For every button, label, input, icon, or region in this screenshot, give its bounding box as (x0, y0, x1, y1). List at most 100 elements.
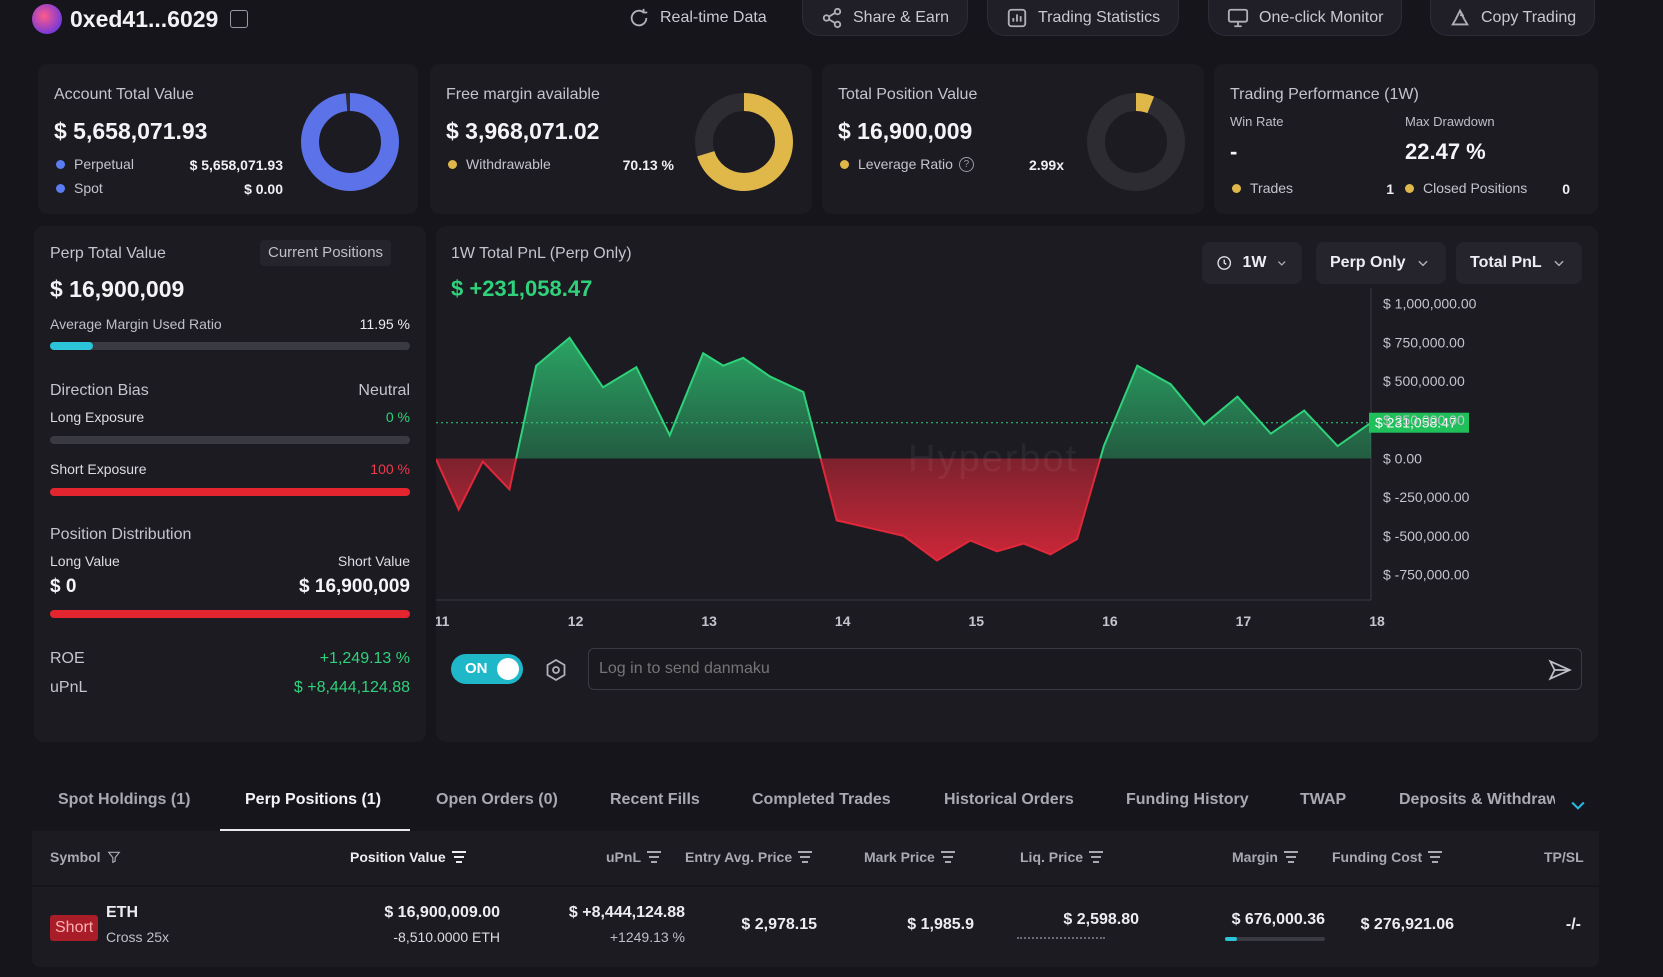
liq-price-underline (1017, 937, 1105, 939)
tab-recent-fills[interactable]: Recent Fills (610, 791, 700, 808)
nav-label: Trading Statistics (1038, 8, 1161, 26)
upnl-label: uPnL (50, 679, 88, 696)
nav-label: One-click Monitor (1259, 8, 1384, 26)
long-value: $ 0 (50, 576, 77, 597)
card-title: Perp Total Value (50, 245, 166, 262)
chevron-down-icon (1278, 261, 1287, 266)
liq-price: $ 2,598.80 (1063, 911, 1139, 928)
th-liq-price[interactable]: Liq. Price (1020, 849, 1104, 865)
th-tpsl: TP/SL (1544, 849, 1584, 865)
account-total-card: Account Total Value $ 5,658,071.93 Perpe… (38, 64, 418, 214)
nav-label: Copy Trading (1481, 8, 1577, 26)
metric-dropdown[interactable]: Total PnL (1456, 242, 1582, 284)
pnl-positive-area (516, 337, 1371, 459)
th-upnl[interactable]: uPnL (606, 849, 661, 865)
position-donut-chart (1087, 93, 1185, 191)
legend-withdrawable: Withdrawable (448, 156, 551, 172)
scope-dropdown[interactable]: Perp Only (1316, 242, 1446, 284)
tab-completed-trades[interactable]: Completed Trades (752, 791, 891, 808)
tab-historical-orders[interactable]: Historical Orders (944, 791, 1074, 808)
help-icon[interactable]: ? (958, 156, 974, 172)
total-position-value: $ 16,900,009 (838, 118, 973, 144)
chevron-down-icon (1554, 260, 1564, 267)
chevron-down-icon[interactable] (1568, 795, 1588, 815)
tab-deposits-withdraw[interactable]: Deposits & Withdraw (1399, 791, 1555, 808)
current-positions-button[interactable]: Current Positions (260, 240, 392, 266)
y-tick-label: $ -750,000.00 (1383, 567, 1470, 583)
mark-price: $ 1,985.9 (907, 916, 974, 933)
margin-mode: Cross 25x (106, 929, 170, 945)
tab-perp-positions[interactable]: Perp Positions (1) (245, 791, 382, 808)
margin-donut-chart (695, 93, 793, 191)
table-header: Symbol Position Value uPnL Entry Avg. Pr… (32, 831, 1599, 885)
legend-dot (840, 159, 849, 169)
settings-icon[interactable] (544, 658, 568, 682)
th-mark-price[interactable]: Mark Price (864, 849, 955, 865)
sort-icon[interactable] (1428, 851, 1443, 863)
sort-icon[interactable] (1089, 851, 1104, 863)
spot-value: $ 0.00 (244, 181, 283, 197)
x-tick-label: 18 (1369, 613, 1385, 629)
period-dropdown[interactable]: 1W (1202, 242, 1302, 284)
margin-ratio-fill (50, 342, 94, 350)
tab-funding-history[interactable]: Funding History (1126, 791, 1249, 808)
sort-icon[interactable] (1283, 851, 1298, 863)
tab-open-orders[interactable]: Open Orders (0) (436, 791, 558, 808)
long-value-label: Long Value (50, 553, 120, 569)
tab-spot-holdings[interactable]: Spot Holdings (1) (58, 791, 191, 808)
danmaku-input[interactable] (599, 657, 1499, 681)
th-symbol[interactable]: Symbol (50, 849, 121, 865)
th-label: Funding Cost (1332, 849, 1423, 865)
nav-share-earn[interactable]: Share & Earn (802, 0, 969, 36)
th-position-value[interactable]: Position Value (350, 849, 466, 865)
direction-bias-label: Direction Bias (50, 382, 149, 399)
nav-copy-trading[interactable]: Copy Trading (1430, 0, 1596, 36)
th-margin[interactable]: Margin (1232, 849, 1298, 865)
th-funding-cost[interactable]: Funding Cost (1332, 849, 1443, 865)
clock-icon (1217, 256, 1232, 270)
card-title: Free margin available (446, 86, 600, 103)
table-row[interactable]: Short ETH Cross 25x $ 16,900,009.00 -8,5… (32, 887, 1599, 967)
legend-closed-positions: Closed Positions (1405, 180, 1527, 196)
nav-real-time-data[interactable]: Real-time Data (610, 0, 785, 36)
roe-label: ROE (50, 650, 85, 667)
tab-twap[interactable]: TWAP (1300, 791, 1347, 808)
short-exposure-value: 100 % (370, 461, 410, 477)
toggle-knob (497, 658, 519, 680)
margin-ratio-value: 11.95 % (359, 316, 410, 332)
tpsl-value[interactable]: -/- (1565, 916, 1581, 933)
y-tick-label: $ -250,000.00 (1383, 489, 1470, 505)
legend-spot: Spot (56, 180, 103, 196)
closed-positions-value: 0 (1562, 181, 1570, 197)
side-badge: Short (50, 915, 99, 941)
y-tick-label: $ 0.00 (1383, 450, 1422, 466)
sort-icon[interactable] (940, 851, 955, 863)
refresh-icon (630, 8, 648, 27)
legend-dot (1405, 183, 1414, 193)
margin-usage-bar (1225, 937, 1325, 941)
position-size: -8,510.0000 ETH (393, 929, 500, 945)
roe-value: +1,249.13 % (319, 650, 410, 667)
sort-icon[interactable] (798, 851, 813, 863)
direction-bias-value: Neutral (358, 382, 410, 399)
copy-icon[interactable] (230, 10, 249, 28)
symbol-name[interactable]: ETH (106, 904, 138, 921)
account-donut-chart (301, 93, 399, 191)
account-total-value: $ 5,658,071.93 (54, 118, 208, 144)
sort-icon[interactable] (647, 851, 661, 863)
card-title: Account Total Value (54, 86, 194, 103)
distribution-bar (50, 610, 410, 618)
sort-icon[interactable] (451, 851, 466, 863)
danmaku-toggle[interactable]: ON (451, 654, 523, 684)
legend-label: Perpetual (74, 156, 134, 172)
win-rate-value: - (1230, 139, 1238, 164)
perp-total-card: Perp Total Value Current Positions $ 16,… (34, 226, 426, 742)
nav-one-click-monitor[interactable]: One-click Monitor (1208, 0, 1403, 36)
filter-icon[interactable] (107, 850, 121, 864)
send-icon[interactable] (1547, 657, 1573, 683)
th-entry-price[interactable]: Entry Avg. Price (685, 849, 813, 865)
nav-trading-statistics[interactable]: Trading Statistics (987, 0, 1180, 36)
th-label: Mark Price (864, 849, 935, 865)
pnl-chart-card: 1W Total PnL (Perp Only) $ +231,058.47 1… (436, 226, 1598, 742)
max-drawdown-value: 22.47 % (1405, 139, 1486, 164)
